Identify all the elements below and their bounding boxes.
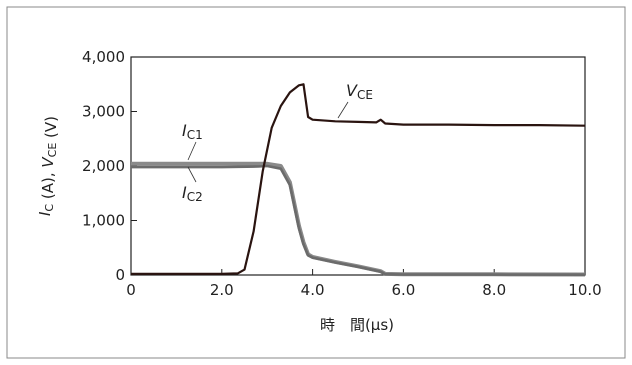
annotation-leader-ic1 [187,141,197,161]
annotation-leader-ic2 [187,166,197,183]
y-axis-title-text: IC (A), VCE (V) [36,116,60,216]
y-tick-label: 2,000 [82,157,125,175]
annotation-vce: VCE [346,81,373,102]
y-tick-label: 3,000 [82,103,125,121]
x-tick-label: 2.0 [210,281,234,299]
series-ic2 [131,164,586,277]
series-vce [131,83,586,275]
y-tick-label: 1,000 [82,212,125,230]
outer-border [6,6,626,359]
x-axis-title: 時 間(μs) [320,316,394,334]
annotation-leader-vce [337,101,349,119]
x-tick-label: 0 [126,281,136,299]
annotation-ic1: IC1 [182,121,203,142]
series-group [131,83,586,277]
annotation-ic2: IC2 [182,183,203,204]
y-tick-label: 0 [115,266,125,284]
y-axis-title: IC (A), VCE (V) [36,116,60,216]
y-tick-label: 4,000 [82,48,125,66]
x-tick-label: 8.0 [482,281,506,299]
annotations-group: VCE IC1 IC2 [182,81,373,204]
x-tick-label: 10.0 [568,281,601,299]
x-tick-label: 6.0 [391,281,415,299]
x-tick-label: 4.0 [301,281,325,299]
